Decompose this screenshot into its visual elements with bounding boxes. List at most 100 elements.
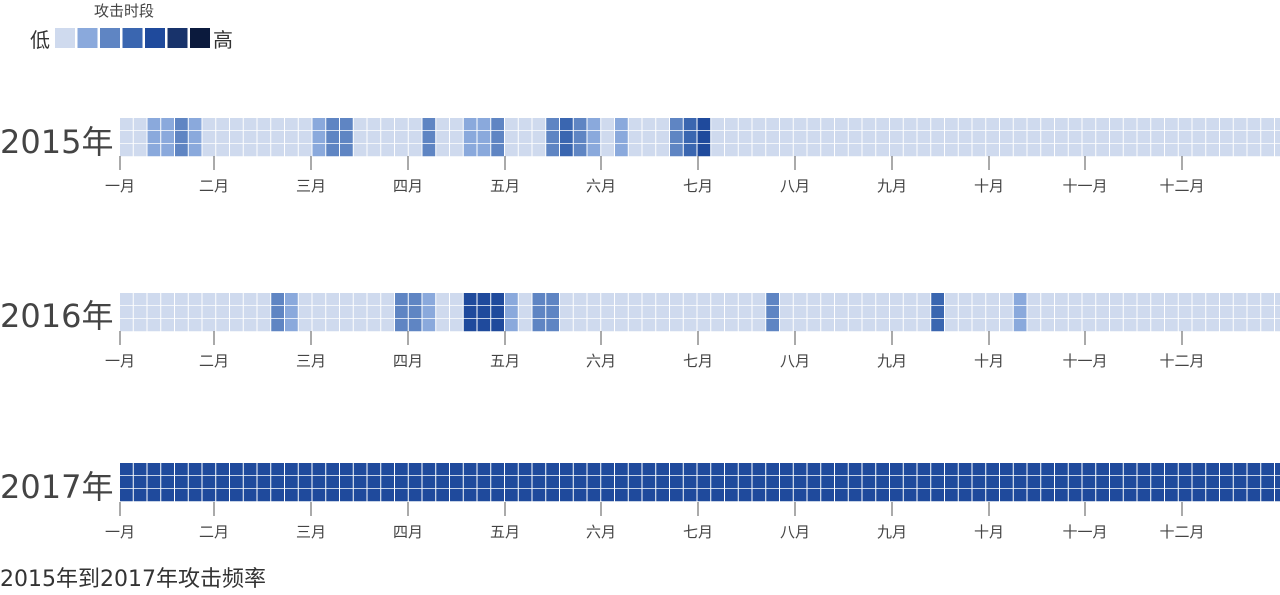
heatmap-cell xyxy=(1013,463,1027,476)
heatmap-cell xyxy=(532,118,546,131)
heatmap-cell xyxy=(216,131,229,144)
heatmap-cell xyxy=(1247,476,1261,489)
heatmap-cell xyxy=(890,131,903,144)
heatmap-cell xyxy=(683,306,697,319)
heatmap-cell xyxy=(518,118,532,131)
heatmap-cell xyxy=(257,131,271,144)
heatmap-cell xyxy=(1192,118,1206,131)
heatmap-cell xyxy=(147,144,161,157)
heatmap-cell xyxy=(697,306,711,319)
heatmap-cell xyxy=(1151,463,1164,476)
heatmap-cell xyxy=(793,118,807,131)
heatmap-cell xyxy=(958,476,972,489)
heatmap-cell xyxy=(560,489,573,502)
heatmap-cell xyxy=(683,476,697,489)
heatmap-cell xyxy=(1151,319,1164,332)
heatmap-cell xyxy=(807,131,821,144)
heatmap-cell xyxy=(1123,144,1137,157)
heatmap-cell xyxy=(340,306,353,319)
heatmap-cell xyxy=(1220,306,1233,319)
heatmap-cell xyxy=(216,293,229,306)
heatmap-cell xyxy=(1233,476,1247,489)
heatmap-cell xyxy=(1178,463,1192,476)
heatmap-cell xyxy=(505,489,518,502)
month-label: 五月 xyxy=(490,352,520,370)
heatmap-cell xyxy=(408,131,422,144)
heatmap-cell xyxy=(628,476,642,489)
heatmap-cell xyxy=(958,118,972,131)
heatmap-cell xyxy=(642,463,656,476)
heatmap-cell xyxy=(848,306,862,319)
heatmap-cell xyxy=(381,319,394,332)
heatmap-cell xyxy=(1178,293,1192,306)
heatmap-cell xyxy=(436,463,449,476)
heatmap-cell xyxy=(780,319,793,332)
heatmap-cell xyxy=(326,118,339,131)
heatmap-cell xyxy=(615,476,628,489)
heatmap-cell xyxy=(821,131,834,144)
month-label: 十二月 xyxy=(1159,523,1204,541)
month-label: 八月 xyxy=(780,523,810,541)
heatmap-cell xyxy=(312,463,326,476)
month-label: 三月 xyxy=(296,523,326,541)
legend-swatch-7 xyxy=(190,28,210,48)
heatmap-cell xyxy=(1000,476,1013,489)
heatmap-cell xyxy=(1068,144,1082,157)
month-label: 二月 xyxy=(199,352,229,370)
heatmap-cell xyxy=(1041,463,1054,476)
heatmap-cell xyxy=(1096,131,1109,144)
heatmap-cell xyxy=(1275,476,1280,489)
heatmap-cell xyxy=(408,293,422,306)
heatmap-cell xyxy=(1068,293,1082,306)
heatmap-cell xyxy=(161,118,174,131)
heatmap-cell xyxy=(903,306,917,319)
heatmap-cell xyxy=(1013,306,1027,319)
heatmap-cell xyxy=(821,489,834,502)
heatmap-cell xyxy=(161,489,174,502)
legend-swatch-2 xyxy=(77,28,98,48)
heatmap-cell xyxy=(628,293,642,306)
heatmap-cell xyxy=(271,476,284,489)
heatmap-cell xyxy=(532,319,546,332)
heatmap-cell xyxy=(670,144,683,157)
heatmap-cell xyxy=(230,118,243,131)
heatmap-cell xyxy=(353,118,367,131)
month-label: 四月 xyxy=(393,523,423,541)
heatmap-cell xyxy=(1027,131,1041,144)
heatmap-cell xyxy=(903,118,917,131)
heatmap-cell xyxy=(120,306,133,319)
heatmap-cell xyxy=(408,319,422,332)
legend-low-label: 低 xyxy=(30,28,50,52)
year-label-2015: 2015年 xyxy=(0,123,113,161)
heatmap-cell xyxy=(230,131,243,144)
heatmap-cell xyxy=(573,476,587,489)
heatmap-cell xyxy=(271,293,284,306)
heatmap-cell xyxy=(972,489,986,502)
heatmap-cell xyxy=(477,118,491,131)
heatmap-cell xyxy=(381,144,394,157)
heatmap-cell xyxy=(202,489,216,502)
heatmap-cell xyxy=(243,306,257,319)
heatmap-cell xyxy=(1055,131,1068,144)
heatmap-cell xyxy=(395,319,408,332)
heatmap-cell xyxy=(890,463,903,476)
heatmap-cell xyxy=(477,489,491,502)
heatmap-cell xyxy=(1233,319,1247,332)
month-label: 四月 xyxy=(393,177,423,195)
heatmap-cell xyxy=(175,131,188,144)
heatmap-cell xyxy=(1137,118,1151,131)
heatmap-cell xyxy=(450,306,463,319)
heatmap-cell xyxy=(1082,306,1096,319)
heatmap-cell xyxy=(958,463,972,476)
heatmap-cell xyxy=(1165,118,1178,131)
heatmap-cell xyxy=(931,476,944,489)
heatmap-cell xyxy=(188,144,202,157)
heatmap-cell xyxy=(367,293,381,306)
heatmap-cell xyxy=(1013,118,1027,131)
heatmap-cell xyxy=(1013,476,1027,489)
heatmap-cell xyxy=(890,306,903,319)
heatmap-cell xyxy=(395,293,408,306)
heatmap-cell xyxy=(986,489,999,502)
heatmap-cell xyxy=(312,319,326,332)
heatmap-cell xyxy=(573,489,587,502)
